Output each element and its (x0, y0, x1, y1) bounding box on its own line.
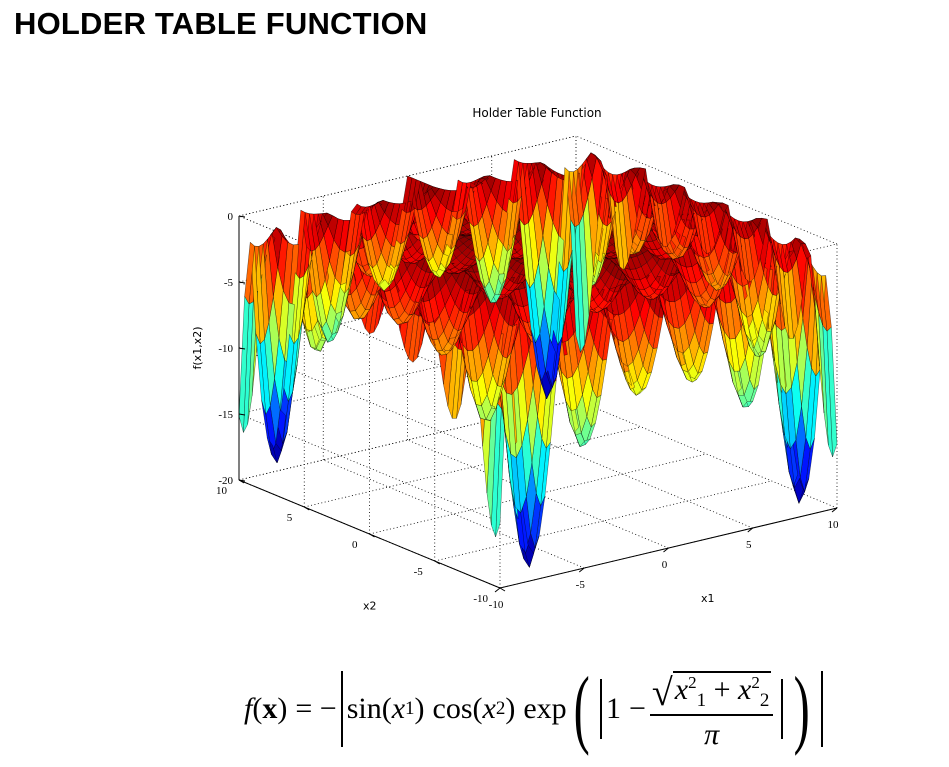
surface-layer (238, 152, 838, 569)
formula-x2b: x (738, 672, 752, 706)
chart-title: Holder Table Function (472, 106, 601, 120)
x-tick-mark (663, 547, 669, 553)
y-tick-mark (434, 560, 441, 565)
holder-table-formula: f(x) = − sin(x 1) cos(x 2) exp ( 1 − √ x21… (244, 664, 827, 754)
box-edge (575, 135, 838, 245)
y-tick-label: -10 (473, 593, 488, 605)
surface-chart: -10-50510-10-50510-20-15-10-50x1x2f(x1,x… (191, 106, 839, 613)
grid-line-x (323, 459, 585, 569)
y-tick-mark (369, 533, 375, 538)
x-tick-mark (578, 567, 585, 573)
x-axis-label: x1 (701, 592, 715, 605)
formula-fraction: √ x21 + x22 π (649, 667, 774, 752)
z-axis-label: f(x1,x2) (191, 327, 204, 370)
grid-line-x (575, 399, 838, 509)
axis-layer: -10-50510-10-50510-20-15-10-50x1x2f(x1,x… (191, 106, 839, 613)
z-tick-mark (238, 215, 246, 218)
formula-x2a: x (482, 692, 496, 725)
paren-right: ) (793, 660, 811, 757)
abs-bar-right (820, 671, 823, 747)
formula-cos: cos (432, 692, 473, 725)
y-tick-label: 0 (352, 539, 358, 551)
formula-pi: π (704, 717, 720, 751)
grid-line-y (304, 426, 642, 508)
formula-x1b: x (674, 672, 689, 706)
formula-sub-2b: 2 (759, 689, 770, 711)
paren-left: ( (573, 660, 590, 757)
formula-one: 1 (606, 692, 621, 725)
formula-sq-1: 2 (688, 672, 697, 692)
formula-exp: exp (523, 692, 567, 725)
grid-line-x (407, 439, 669, 549)
y-tick-mark (303, 506, 310, 511)
x-tick-label: -5 (576, 579, 586, 591)
y-tick-label: 5 (287, 512, 293, 524)
z-tick-mark (238, 479, 246, 482)
x-tick-mark (494, 587, 501, 593)
formula-arg: x (262, 692, 278, 725)
z-tick-label: -15 (218, 409, 233, 421)
formula-equals: = − (295, 692, 337, 725)
formula-sub-2a: 2 (495, 698, 506, 719)
z-tick-mark (238, 347, 246, 350)
z-tick-label: -10 (218, 343, 233, 355)
x-tick-mark (747, 527, 754, 533)
abs-bar-inner-right (781, 679, 784, 739)
formula-sq-2: 2 (751, 672, 760, 692)
surface-patch (238, 295, 250, 433)
formula-sqrt: √ x21 + x22 (651, 670, 772, 714)
formula-sin: sin (346, 692, 382, 725)
x-tick-mark (831, 507, 838, 513)
z-tick-label: -20 (218, 475, 233, 487)
formula-sub-1a: 1 (405, 698, 415, 719)
y-axis-label: x2 (363, 600, 377, 613)
x-tick-label: 5 (746, 539, 752, 551)
formula-sub-1b: 1 (696, 689, 707, 711)
formula-plus: + (713, 672, 731, 706)
abs-bar-left (340, 671, 343, 747)
formula-lhs: f (244, 692, 253, 725)
formula-minus: − (629, 692, 646, 725)
formula-x1a: x (391, 692, 406, 725)
y-tick-label: 10 (216, 485, 228, 497)
y-tick-mark (499, 587, 506, 592)
z-tick-label: -5 (224, 277, 234, 289)
x-tick-label: -10 (489, 599, 504, 611)
page-title: HOLDER TABLE FUNCTION (14, 6, 428, 41)
x-tick-label: 10 (828, 519, 840, 531)
y-tick-label: -5 (414, 566, 424, 578)
z-tick-mark (238, 413, 246, 416)
x-tick-label: 0 (662, 559, 668, 571)
z-tick-mark (238, 281, 246, 284)
abs-bar-inner-left (600, 679, 602, 739)
z-tick-label: 0 (228, 211, 234, 223)
